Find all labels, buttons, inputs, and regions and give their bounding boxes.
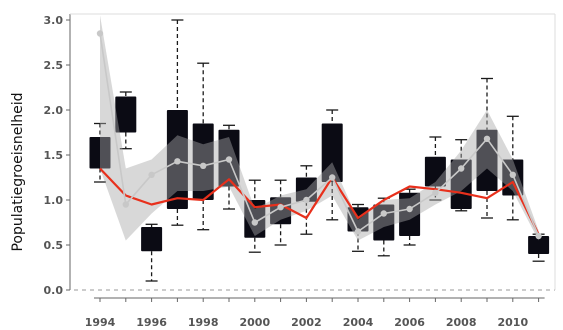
median-point — [200, 162, 207, 169]
median-point — [174, 158, 181, 165]
median-point — [225, 156, 233, 163]
red-mean-line — [99, 167, 540, 235]
median-point — [483, 135, 491, 142]
median-point — [122, 201, 129, 208]
box-1996 — [141, 227, 163, 252]
x-tick-label: 2000 — [239, 316, 270, 329]
y-tick-label: 0.0 — [44, 284, 64, 297]
median-point — [96, 30, 104, 37]
median-point — [509, 171, 516, 178]
x-tick-label: 2006 — [394, 316, 425, 329]
y-tick-label: 1.5 — [44, 149, 64, 162]
confidence-band-layer — [100, 15, 539, 241]
grey-median-line — [99, 33, 540, 237]
median-point — [277, 204, 284, 211]
box-2006 — [399, 192, 421, 236]
median-point — [406, 205, 413, 213]
median-point — [354, 228, 362, 235]
x-tick-label: 1994 — [85, 316, 116, 329]
median-point — [432, 189, 439, 196]
median-point — [329, 174, 336, 181]
x-tick-label: 2008 — [446, 316, 477, 329]
box-2008 — [450, 159, 472, 209]
box-2011 — [528, 236, 550, 254]
box-1995 — [115, 96, 137, 133]
median-point — [535, 232, 542, 240]
median-point — [380, 210, 387, 217]
y-tick-label: 3.0 — [44, 14, 64, 27]
x-tick-label: 2004 — [343, 316, 374, 329]
median-point — [303, 196, 310, 204]
y-tick-label: 2.5 — [44, 59, 64, 72]
y-tick-label: 0.5 — [44, 239, 64, 252]
median-point — [458, 165, 465, 172]
x-tick-label: 2010 — [497, 316, 528, 329]
box-2005 — [373, 204, 395, 241]
box-2007 — [424, 156, 446, 187]
x-tick-label: 1996 — [136, 316, 167, 329]
box-2003 — [321, 123, 343, 182]
x-tick-label: 1998 — [188, 316, 219, 329]
y-tick-label: 2.0 — [44, 104, 64, 117]
y-axis-title: Populatiegroeisnelheid — [10, 92, 26, 251]
box-1994 — [89, 137, 111, 169]
box-1998 — [192, 123, 214, 200]
uncertainty-band — [100, 15, 539, 241]
x-tick-label: 2002 — [291, 316, 322, 329]
median-point — [148, 171, 155, 178]
median-point — [251, 219, 258, 226]
series-lines-layer — [96, 15, 542, 241]
axes-layer: 0.0 0.5 1.0 1.5 2.0 2.5 3.0 1994 1996 1998 2000 200… — [44, 13, 556, 329]
y-tick-label: 1.0 — [44, 194, 64, 207]
uncertainty-band-overlay — [100, 15, 539, 241]
